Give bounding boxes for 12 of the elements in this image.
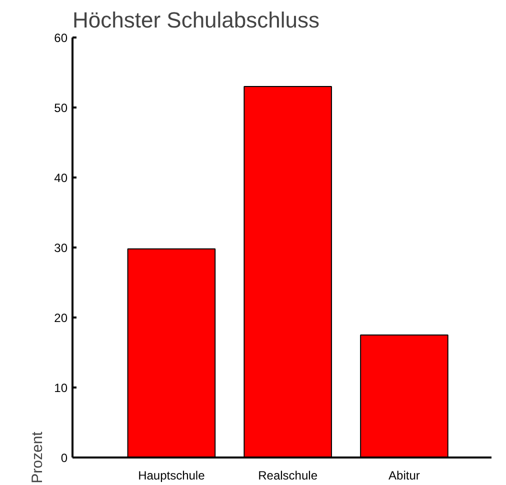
y-tick-label: 20 <box>54 311 68 325</box>
y-tick-label: 30 <box>54 241 68 255</box>
y-tick-label: 50 <box>54 101 68 115</box>
y-axis-title: Prozent <box>29 430 46 484</box>
x-tick-label: Realschule <box>258 468 318 482</box>
y-tick-label: 10 <box>54 381 68 395</box>
chart-title: Höchster Schulabschluss <box>72 8 320 32</box>
y-tick-label: 40 <box>54 171 68 185</box>
x-tick-label: Hauptschule <box>138 468 206 482</box>
y-tick-label: 0 <box>60 451 68 465</box>
x-tick-label: Abitur <box>388 468 420 482</box>
y-tick-label: 60 <box>54 31 68 45</box>
